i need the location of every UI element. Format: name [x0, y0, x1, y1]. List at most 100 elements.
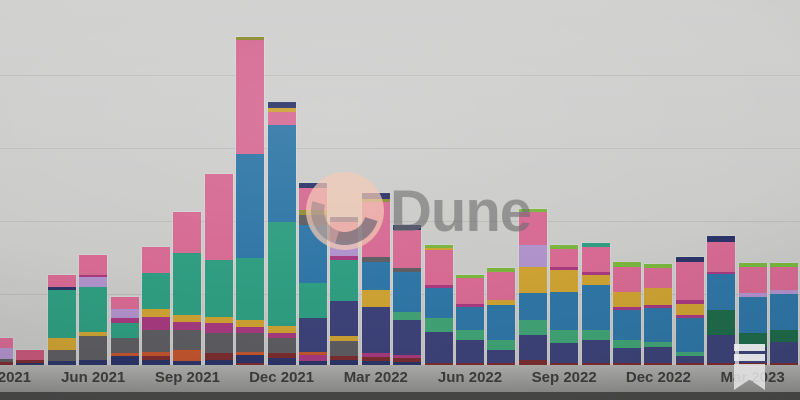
bar-sep-2021[interactable]: [173, 212, 202, 365]
segment-magenta: [550, 267, 579, 270]
segment-pink: [644, 268, 673, 288]
bottom-bar: [0, 392, 800, 400]
segment-lightgreen: [518, 209, 547, 212]
segment-darkgreen: [738, 333, 767, 347]
segment-teal: [330, 260, 359, 301]
bar-nov-2022[interactable]: [613, 262, 641, 365]
segment-maroon: [644, 363, 673, 365]
segment-navy: [299, 361, 327, 365]
segment-navy: [142, 360, 170, 365]
segment-pink: [330, 222, 359, 241]
segment-lavender: [518, 245, 547, 267]
segment-magenta: [393, 355, 422, 358]
segment-maroon: [142, 356, 170, 360]
segment-blue: [707, 274, 736, 310]
bar-sep-2022[interactable]: [550, 245, 579, 365]
segment-gold: [79, 332, 108, 336]
segment-magenta: [204, 323, 233, 333]
bar-mar-2022[interactable]: [361, 193, 390, 365]
segment-navy: [110, 356, 139, 365]
segment-navy: [16, 363, 45, 365]
segment-blue: [487, 305, 516, 340]
segment-green: [550, 330, 579, 343]
bar-jun-2022[interactable]: [456, 275, 484, 365]
gridline: [0, 148, 800, 149]
bar-dec-2022[interactable]: [644, 264, 673, 365]
segment-green: [393, 312, 422, 320]
segment-magenta: [581, 272, 610, 275]
segment-gray: [173, 330, 202, 350]
bar-apr-2021[interactable]: [16, 350, 45, 365]
segment-gray: [267, 338, 296, 353]
segment-gold: [518, 267, 547, 293]
segment-gold: [613, 292, 641, 307]
segment-maroon: [16, 360, 45, 363]
segment-pink: [173, 212, 202, 253]
bar-nov-2021[interactable]: [236, 37, 265, 365]
x-tick-label: Mar 2021: [0, 369, 32, 386]
bar-aug-2022[interactable]: [518, 209, 547, 365]
segment-maroon: [236, 363, 265, 365]
bar-jul-2021[interactable]: [110, 297, 139, 365]
segment-indigo: [330, 301, 359, 336]
segment-pink: [361, 202, 390, 257]
bar-apr-2022[interactable]: [393, 225, 422, 365]
segment-darkgreen: [707, 310, 736, 335]
segment-blue: [456, 307, 484, 330]
bar-dec-2021[interactable]: [267, 102, 296, 365]
bar-mar-2021[interactable]: [0, 338, 13, 365]
segment-blue: [299, 225, 327, 283]
segment-indigo: [424, 332, 453, 363]
segment-maroon: [424, 363, 453, 365]
bar-jan-2022[interactable]: [299, 183, 327, 365]
bar-may-2021[interactable]: [47, 275, 76, 365]
segment-magenta: [644, 305, 673, 308]
segment-blue: [770, 294, 798, 330]
bar-jul-2022[interactable]: [487, 268, 516, 365]
segment-pink: [487, 272, 516, 300]
segment-gray: [330, 341, 359, 356]
segment-pink: [613, 267, 641, 292]
bar-feb-2022[interactable]: [330, 217, 359, 365]
segment-green: [456, 330, 484, 340]
segment-pink: [518, 212, 547, 245]
bookmark-ribbon-icon[interactable]: [734, 344, 765, 390]
bar-jan-2023[interactable]: [675, 257, 704, 365]
bar-oct-2021[interactable]: [204, 174, 233, 365]
segment-magenta: [299, 355, 327, 361]
segment-gold: [330, 336, 359, 341]
bar-apr-2023[interactable]: [770, 263, 798, 365]
segment-indigo: [393, 320, 422, 355]
bar-oct-2022[interactable]: [581, 243, 610, 365]
segment-green: [613, 340, 641, 348]
segment-indigo: [707, 335, 736, 363]
x-axis: Mar 2021 Jun 2021 Sep 2021 Dec 2021 Mar 2022…: [0, 365, 800, 392]
bar-feb-2023[interactable]: [707, 236, 736, 365]
segment-magenta: [675, 315, 704, 318]
segment-gold: [675, 304, 704, 315]
segment-orange: [173, 350, 202, 361]
segment-orange: [299, 352, 327, 355]
segment-indigo: [518, 335, 547, 360]
segment-navy: [47, 287, 76, 290]
segment-orange: [236, 352, 265, 355]
segment-gold: [142, 309, 170, 317]
segment-maroon: [393, 358, 422, 362]
segment-gold: [204, 317, 233, 323]
bar-jun-2021[interactable]: [79, 255, 108, 365]
segment-blue: [675, 318, 704, 352]
x-tick-label: Jun 2022: [437, 369, 503, 386]
segment-pink: [581, 247, 610, 272]
segment-blue: [644, 308, 673, 342]
segment-indigo: [550, 343, 579, 363]
segment-green: [487, 340, 516, 350]
segment-pink: [204, 174, 233, 260]
bar-may-2022[interactable]: [424, 245, 453, 365]
segment-green: [675, 352, 704, 356]
segment-indigo: [299, 318, 327, 352]
bar-aug-2021[interactable]: [142, 247, 170, 365]
segment-green: [518, 320, 547, 335]
segment-gold: [424, 248, 453, 250]
segment-blue: [518, 293, 547, 320]
